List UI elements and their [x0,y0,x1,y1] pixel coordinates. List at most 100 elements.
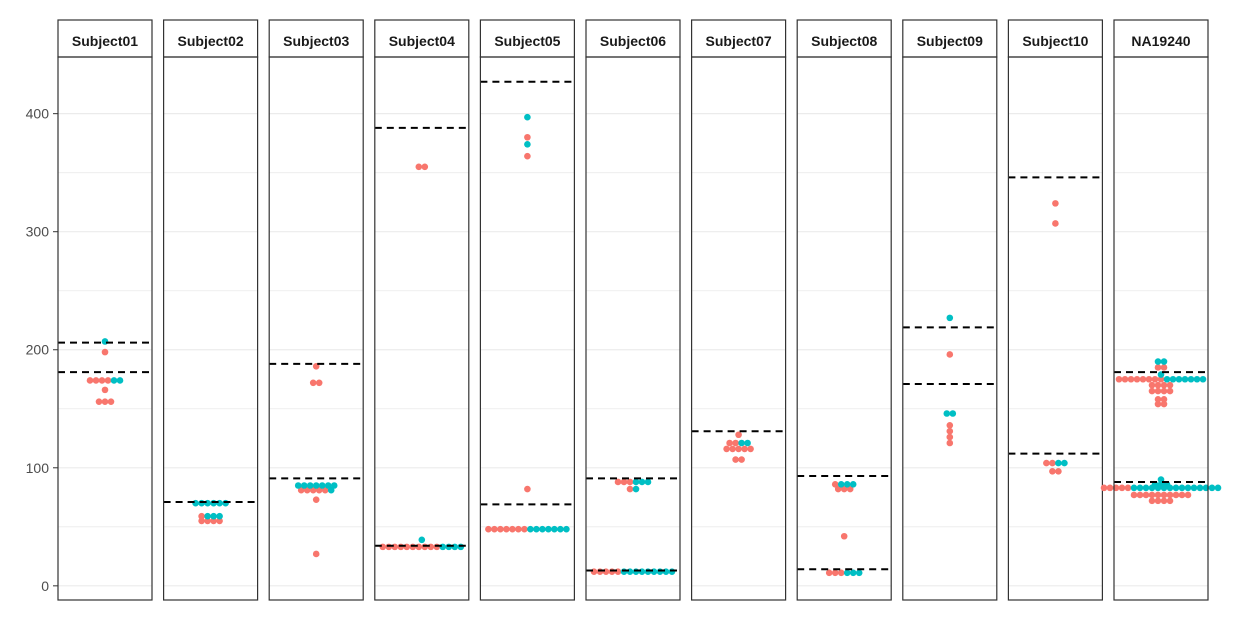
data-point [1154,400,1162,408]
y-tick-label: 300 [26,224,50,240]
data-point [943,410,951,417]
data-point [831,569,839,577]
data-point [590,568,598,575]
data-point [557,525,564,533]
data-point [1049,468,1056,475]
data-point [729,445,736,453]
data-point [735,445,742,453]
data-point [210,517,217,525]
data-point [497,525,504,533]
data-point [491,525,498,533]
data-point [321,486,329,494]
data-point [1166,387,1174,395]
data-point [95,398,103,405]
data-point [1178,484,1186,492]
data-point [515,525,522,533]
data-point [1133,375,1141,383]
data-point [738,439,745,447]
data-point [524,133,531,141]
data-point [732,456,739,463]
facet-strip [1007,19,1104,58]
data-point [210,499,217,507]
facet-strip [268,19,364,58]
data-point [732,439,739,447]
data-point [1130,484,1138,492]
data-point [1118,484,1126,492]
data-point [192,499,199,507]
data-point [1169,375,1177,383]
data-point [662,568,670,575]
data-point [300,482,308,489]
data-point [1154,381,1162,389]
data-point [626,478,634,486]
data-point [318,482,326,489]
data-point [638,478,646,486]
data-point [433,543,441,551]
data-point [1124,484,1132,492]
data-point [1136,491,1144,499]
facet-strip [163,19,259,58]
facet-label: Subject03 [283,33,349,49]
data-point [1157,375,1165,383]
data-point [1160,396,1168,403]
data-point [101,386,109,394]
data-point [457,543,465,551]
data-point [110,377,118,384]
facet-strip [796,19,892,58]
data-point [1106,484,1114,492]
data-point [837,569,845,577]
data-point [946,421,954,429]
y-tick-label: 400 [26,106,50,122]
data-point [1052,200,1059,207]
data-point [1127,375,1135,383]
data-point [949,410,957,417]
data-point [1187,375,1195,383]
data-point [107,398,115,405]
data-point [330,482,338,489]
data-point [1172,491,1180,499]
data-point [644,568,652,575]
data-point [409,543,417,551]
data-point [485,525,492,533]
data-point [309,486,317,494]
data-point [735,431,742,439]
data-point [1154,497,1162,505]
panel-border [1007,56,1104,601]
data-point [1160,400,1168,408]
data-point [204,512,211,520]
data-point [723,445,730,453]
data-point [451,543,459,551]
data-point [539,525,546,533]
data-point [1160,491,1168,499]
facet-strip [479,19,575,58]
data-point [843,481,851,488]
data-point [1151,375,1159,383]
data-point [1208,484,1216,492]
data-point [855,569,863,577]
data-point [1136,484,1144,492]
data-point [1160,381,1168,389]
data-point [1142,484,1150,492]
data-point [1190,484,1198,492]
data-point [620,568,628,575]
facet-label: Subject01 [72,33,138,49]
data-point [1175,375,1183,383]
data-point [198,512,205,520]
data-point [403,543,411,551]
data-point [418,536,426,544]
facet-strip [374,19,470,58]
data-point [1178,491,1186,499]
data-point [509,525,516,533]
data-point [92,377,100,384]
data-point [656,568,664,575]
data-point [524,485,531,493]
data-point [840,532,848,540]
data-point [840,485,848,493]
data-point [843,569,851,577]
data-point [1214,484,1222,492]
data-point [1166,381,1174,389]
data-point [397,543,405,551]
data-point [101,348,109,356]
data-point [427,543,435,551]
data-point [101,338,109,345]
